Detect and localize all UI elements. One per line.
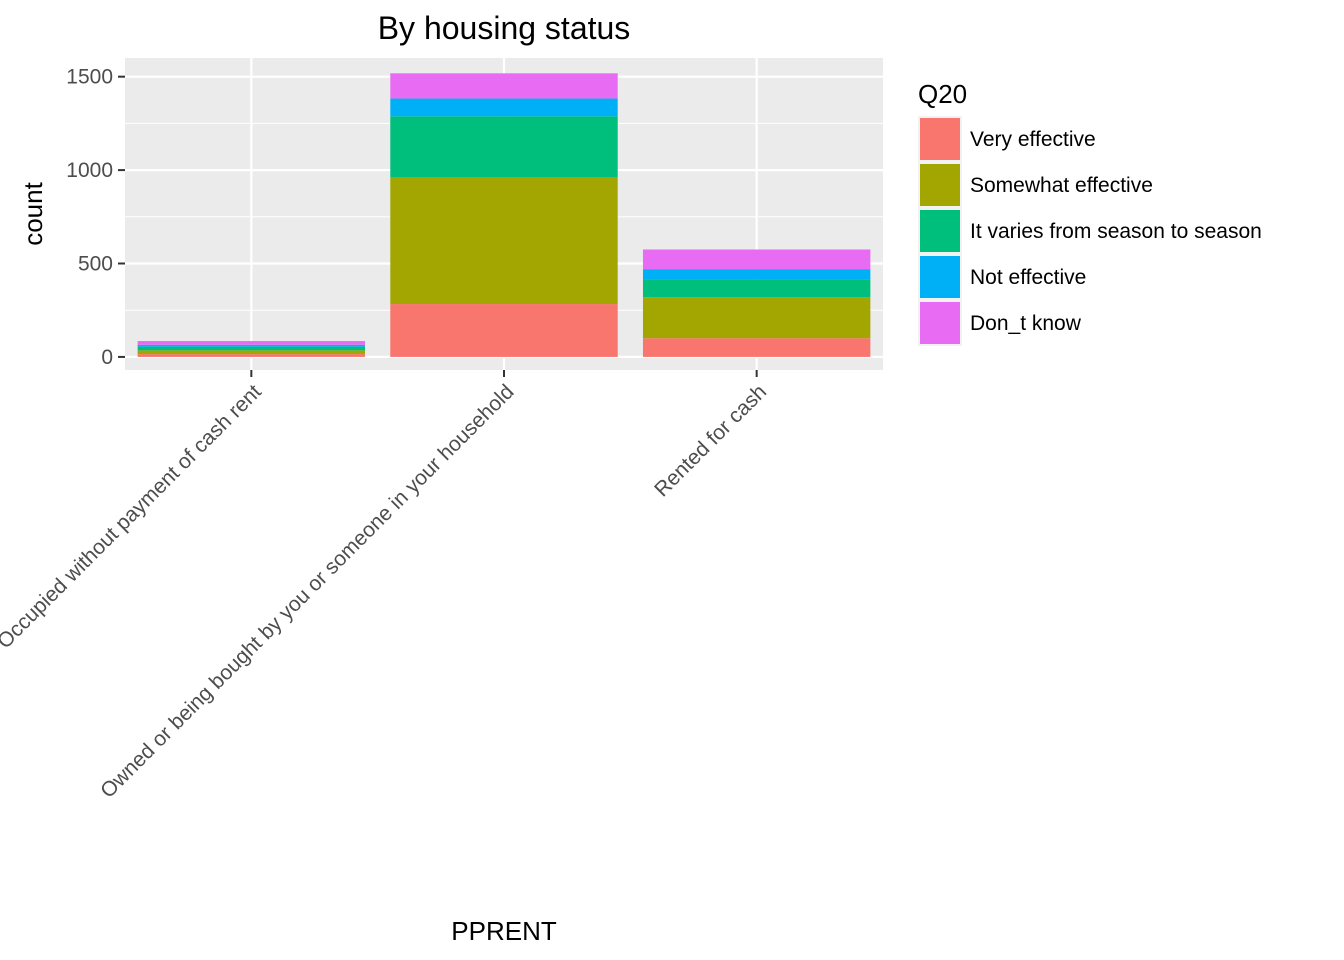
x-axis: Occupied without payment of cash rentOwn… [0,370,771,803]
y-tick-label: 1000 [66,159,113,182]
bar-segment [390,98,618,117]
bar-segment [390,177,618,305]
bar-segment [137,344,366,347]
y-axis-title: count [18,181,48,245]
bar-segment [642,338,871,357]
legend-label: Very effective [970,128,1096,151]
bar-segment [642,269,871,280]
legend-swatch [920,302,960,344]
legend-title: Q20 [918,79,967,109]
legend-swatch [920,164,960,206]
bar-segment [642,297,871,339]
bar-segment [642,249,871,270]
legend-swatch [920,256,960,298]
legend-label: It varies from season to season [970,220,1262,243]
bar-segment [137,346,366,351]
bar-segment [137,354,366,357]
legend-label: Don_t know [970,312,1082,335]
y-axis: 0 500 1000 1500 [66,66,125,369]
bar-segment [642,279,871,298]
y-tick-label: 500 [78,253,113,276]
x-tick-label: Owned or being bought by you or someone … [96,380,518,802]
bar-segment [137,350,366,355]
chart-title: By housing status [378,10,631,46]
y-tick-label: 1500 [66,66,113,89]
x-tick-label: Rented for cash [650,380,771,501]
bar-segment [390,304,618,357]
bar-segment [390,116,618,178]
x-tick-label: Occupied without payment of cash rent [0,380,266,653]
legend-label: Somewhat effective [970,174,1153,197]
bars [137,73,871,357]
legend-swatch [920,210,960,252]
x-axis-title: PPRENT [451,916,557,946]
legend: Q20 Very effective Somewhat effective It v… [918,79,1262,346]
bar-segment [137,341,366,345]
bar-segment [390,73,618,99]
legend-swatch [920,118,960,160]
y-tick-label: 0 [101,346,113,369]
legend-label: Not effective [970,266,1086,289]
